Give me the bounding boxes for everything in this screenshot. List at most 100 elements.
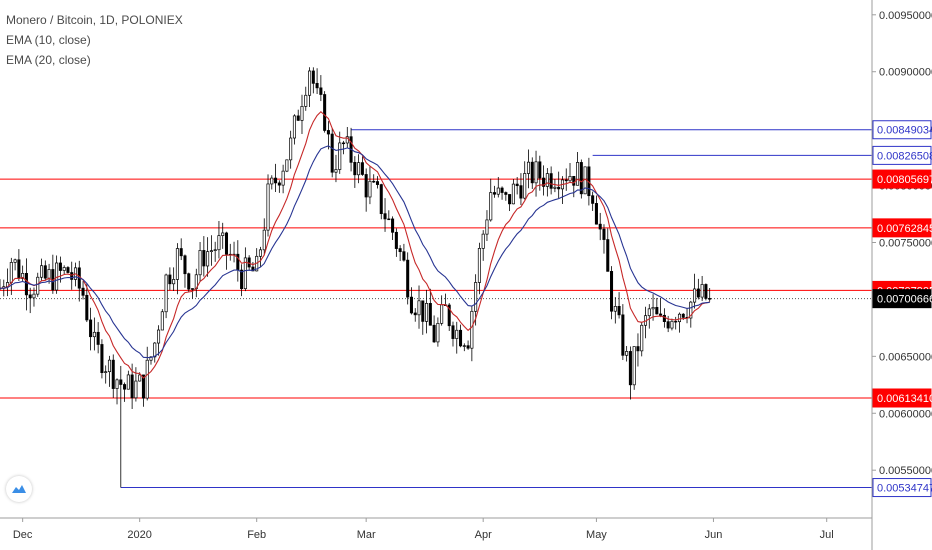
- candle-body-40: [149, 356, 153, 361]
- x-tick-label-2: Feb: [247, 529, 266, 541]
- candle-body-103: [387, 218, 391, 221]
- candle-body-69: [258, 249, 262, 257]
- candle-body-84: [315, 83, 319, 89]
- candle-body-80: [300, 106, 304, 121]
- candle-body-187: [704, 284, 708, 299]
- candle-body-126: [474, 282, 478, 312]
- candle-body-127: [477, 248, 481, 283]
- candle-body-183: [689, 301, 693, 319]
- last-price-badge-label: 0.00700666: [877, 294, 932, 306]
- candle-body-26: [96, 331, 100, 345]
- y-tick-label-2: 0.00650000: [879, 351, 932, 363]
- candle-body-107: [402, 251, 406, 261]
- candle-body-74: [277, 182, 281, 186]
- candle-body-185: [696, 288, 700, 298]
- tradingview-cloud-icon[interactable]: [6, 476, 32, 502]
- candle-body-154: [579, 162, 583, 195]
- horizontal-levels: [0, 129, 872, 489]
- candle-body-29: [107, 359, 111, 373]
- candle-body-178: [670, 320, 674, 329]
- candle-body-148: [557, 186, 561, 190]
- candle-body-158: [594, 203, 598, 225]
- level-badge-5-label: 0.00613410: [877, 393, 932, 405]
- candle-body-88: [330, 133, 334, 173]
- candle-body-136: [511, 183, 515, 205]
- candle-body-59: [221, 232, 225, 236]
- candle-body-102: [383, 213, 387, 220]
- candle-body-100: [375, 181, 380, 185]
- candle-body-160: [602, 228, 606, 240]
- candle-body-78: [292, 115, 296, 139]
- candle-body-4: [13, 259, 17, 263]
- candle-body-133: [500, 187, 504, 193]
- candle-body-180: [677, 313, 682, 323]
- candle-body-34: [126, 374, 130, 390]
- candle-body-105: [394, 231, 398, 249]
- candle-body-151: [568, 175, 572, 182]
- candle-body-132: [496, 187, 500, 195]
- candle-body-22: [81, 287, 85, 296]
- candle-body-72: [270, 177, 274, 185]
- candle-body-128: [481, 233, 485, 249]
- candle-body-166: [625, 351, 629, 356]
- candle-body-45: [168, 274, 172, 285]
- candle-body-116: [436, 322, 440, 343]
- y-tick-label-7: 0.00900000: [879, 67, 932, 79]
- candle-body-39: [145, 359, 149, 399]
- y-tick-label-4: 0.00750000: [879, 237, 932, 249]
- candle-body-135: [508, 194, 512, 205]
- candle-body-31: [115, 379, 119, 389]
- candle-body-35: [130, 374, 134, 399]
- ema20-legend: EMA (20, close): [6, 53, 91, 67]
- candle-body-27: [100, 344, 104, 373]
- candle-body-124: [466, 345, 470, 349]
- level-badge-3-label: 0.00762845: [877, 223, 932, 235]
- candle-body-110: [413, 312, 417, 316]
- candle-body-109: [409, 296, 413, 314]
- candle-body-17: [62, 267, 66, 271]
- candle-body-89: [334, 169, 338, 173]
- candle-body-134: [504, 192, 508, 195]
- y-tick-label-8: 0.00950000: [879, 10, 932, 22]
- level-badge-1-bg: [872, 145, 932, 165]
- candle-body-131: [492, 192, 497, 195]
- candle-body-28: [104, 371, 108, 373]
- candle-body-13: [47, 269, 51, 279]
- chart-legend: Monero / Bitcoin, 1D, POLONIEX EMA (10, …: [6, 10, 183, 70]
- candle-body-19: [70, 272, 74, 280]
- candle-body-104: [391, 218, 395, 233]
- candle-body-7: [24, 273, 28, 296]
- candle-body-97: [364, 174, 368, 198]
- candle-body-144: [542, 177, 546, 187]
- candle-body-184: [693, 288, 697, 303]
- level-badge-0-bg: [872, 120, 932, 140]
- x-tick-label-0: Dec: [13, 529, 33, 541]
- candle-body-58: [217, 235, 221, 251]
- candle-body-174: [655, 307, 659, 315]
- x-tick-label-1: 2020: [127, 529, 151, 541]
- candle-body-67: [251, 266, 255, 272]
- candle-body-159: [598, 223, 602, 230]
- candle-body-188: [708, 298, 712, 300]
- candle-body-167: [628, 351, 632, 386]
- candle-body-81: [304, 94, 308, 107]
- candle-body-57: [213, 249, 217, 251]
- candle-body-172: [647, 308, 651, 317]
- candle-body-119: [447, 304, 451, 327]
- level-badge-6-label: 0.00534747: [877, 483, 932, 495]
- candle-body-125: [470, 310, 474, 349]
- candle-body-157: [591, 195, 595, 204]
- candle-body-176: [662, 314, 666, 322]
- candle-body-163: [613, 306, 617, 312]
- candle-body-18: [66, 267, 70, 273]
- candle-body-64: [240, 269, 244, 290]
- candle-body-114: [428, 303, 432, 326]
- y-tick-label-1: 0.00600000: [879, 408, 932, 420]
- candle-body-91: [341, 142, 346, 145]
- candle-body-122: [459, 329, 463, 347]
- candle-body-76: [285, 159, 289, 172]
- candle-body-111: [417, 300, 421, 316]
- candle-body-153: [576, 162, 580, 186]
